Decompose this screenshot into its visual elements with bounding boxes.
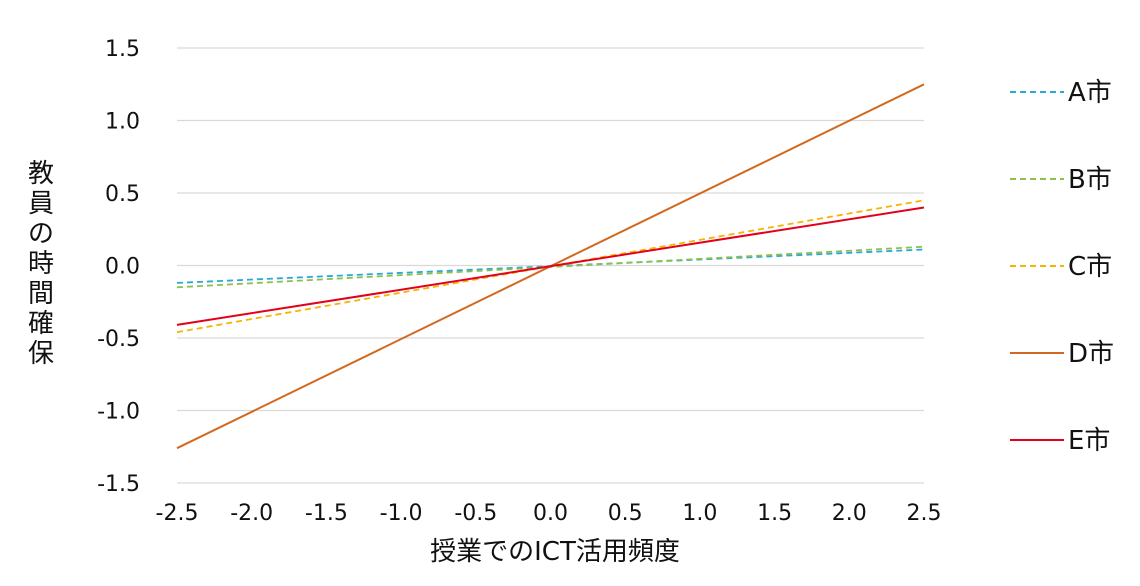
x-tick-label: 0.0: [533, 501, 568, 526]
legend-label-0: A市: [1068, 78, 1112, 108]
y-axis-title-char: 員: [28, 189, 54, 219]
y-axis-title-char: 間: [28, 279, 54, 309]
series-line-4: [176, 206, 925, 326]
x-tick-label: -2.5: [156, 501, 199, 526]
legend-label-3: D市: [1068, 339, 1114, 369]
y-tick-label: 1.5: [105, 37, 140, 62]
x-tick-label: 1.5: [757, 501, 792, 526]
y-tick-label: 0.0: [105, 255, 140, 280]
y-tick-label: 1.0: [105, 110, 140, 135]
y-tick-label: 0.5: [105, 182, 140, 207]
x-tick-label: -1.0: [380, 501, 423, 526]
legend-label-2: C市: [1068, 252, 1112, 282]
y-axis-title-char: の: [28, 219, 54, 249]
x-tick-label: -1.5: [305, 501, 348, 526]
x-tick-label: 0.5: [608, 501, 643, 526]
series-lines: [176, 83, 925, 450]
y-axis-title-char: 時: [28, 249, 54, 279]
y-tick-label: -0.5: [97, 327, 140, 352]
y-tick-label: -1.0: [97, 400, 140, 425]
x-tick-label: -2.0: [230, 501, 273, 526]
series-line-2: [176, 199, 925, 334]
y-axis-title-char: 教: [28, 159, 54, 189]
x-tick-label: 2.5: [907, 501, 942, 526]
x-tick-label: -0.5: [454, 501, 497, 526]
legend-label-1: B市: [1068, 165, 1112, 195]
gridlines: [177, 47, 924, 484]
x-tick-label: 1.0: [682, 501, 717, 526]
y-axis-title-char: 確: [28, 309, 54, 339]
y-axis-title-char: 保: [28, 339, 54, 369]
x-tick-label: 2.0: [832, 501, 867, 526]
y-tick-label: -1.5: [97, 472, 140, 497]
legend-label-4: E市: [1068, 426, 1110, 456]
legend: A市 B市 C市 D市 E市: [1010, 78, 1114, 456]
tick-labels: 1.5 1.0 0.5 0.0 -0.5 -1.0 -1.5 -2.5 -2.0 -1.5 -1.0…: [97, 37, 941, 526]
x-axis-title: 授業でのICT活用頻度: [430, 537, 680, 567]
